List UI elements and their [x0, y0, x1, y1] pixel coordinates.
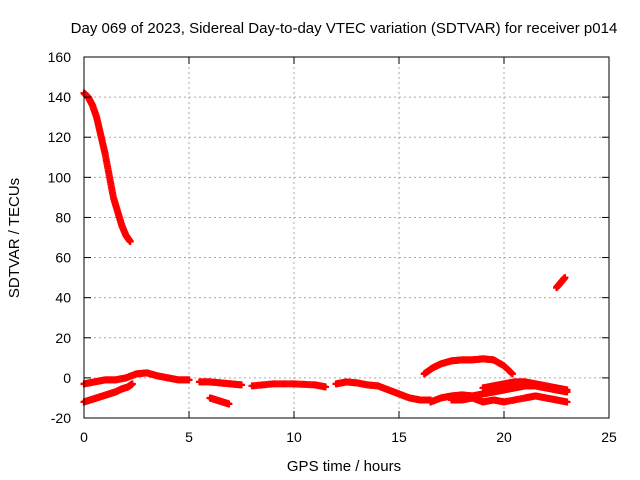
chart-title: Day 069 of 2023, Sidereal Day-to-day VTE…: [71, 20, 618, 37]
x-tick-label: 5: [185, 429, 193, 445]
y-tick-label: 120: [48, 129, 72, 145]
y-tick-label: 60: [55, 250, 71, 266]
series-seg-main-track-4: [332, 378, 434, 404]
series-seg-small-dip: [206, 394, 233, 408]
data-point: [225, 400, 233, 408]
data-point: [563, 386, 571, 394]
y-tick-label: -20: [51, 410, 71, 426]
y-tick-label: 140: [48, 89, 72, 105]
data-point: [563, 398, 571, 406]
series-seg-main-track-1: [80, 369, 193, 388]
y-tick-label: 100: [48, 169, 72, 185]
series-seg-main-track-3: [248, 380, 329, 391]
data-points: [80, 89, 571, 408]
data-point: [322, 383, 329, 391]
x-tick-label: 0: [80, 429, 88, 445]
y-axis-title: SDTVAR / TECUs: [6, 178, 23, 298]
series-seg-evening-bump: [420, 355, 516, 378]
series-seg-main-track-2: [196, 378, 245, 389]
data-point: [128, 380, 136, 388]
y-tick-label: 40: [55, 290, 71, 306]
data-point: [238, 381, 245, 389]
x-tick-label: 25: [601, 429, 617, 445]
y-tick-label: 0: [63, 370, 71, 386]
series-seg-late-rise: [553, 274, 569, 292]
plot-frame: [83, 56, 610, 419]
data-point: [185, 376, 193, 384]
x-axis-title: GPS time / hours: [287, 458, 401, 475]
series-seg-evening-mid: [479, 378, 571, 394]
series-seg-evening-scatter: [448, 392, 571, 406]
data-point: [126, 238, 134, 246]
y-tick-label: 80: [55, 209, 71, 225]
series-seg-lower-ramp: [80, 380, 136, 406]
series-seg-early-descent: [80, 89, 134, 246]
x-tick-label: 10: [286, 429, 302, 445]
axis-ticks: 0 5 10 15 20 25 -20 0 20 40 60 80 100 120 140 160: [48, 49, 617, 445]
data-point: [561, 274, 569, 282]
x-tick-label: 15: [391, 429, 407, 445]
x-tick-label: 20: [496, 429, 512, 445]
grid-lines: [84, 57, 609, 418]
data-point: [508, 370, 516, 378]
y-tick-label: 160: [48, 49, 72, 65]
y-tick-label: 20: [55, 330, 71, 346]
